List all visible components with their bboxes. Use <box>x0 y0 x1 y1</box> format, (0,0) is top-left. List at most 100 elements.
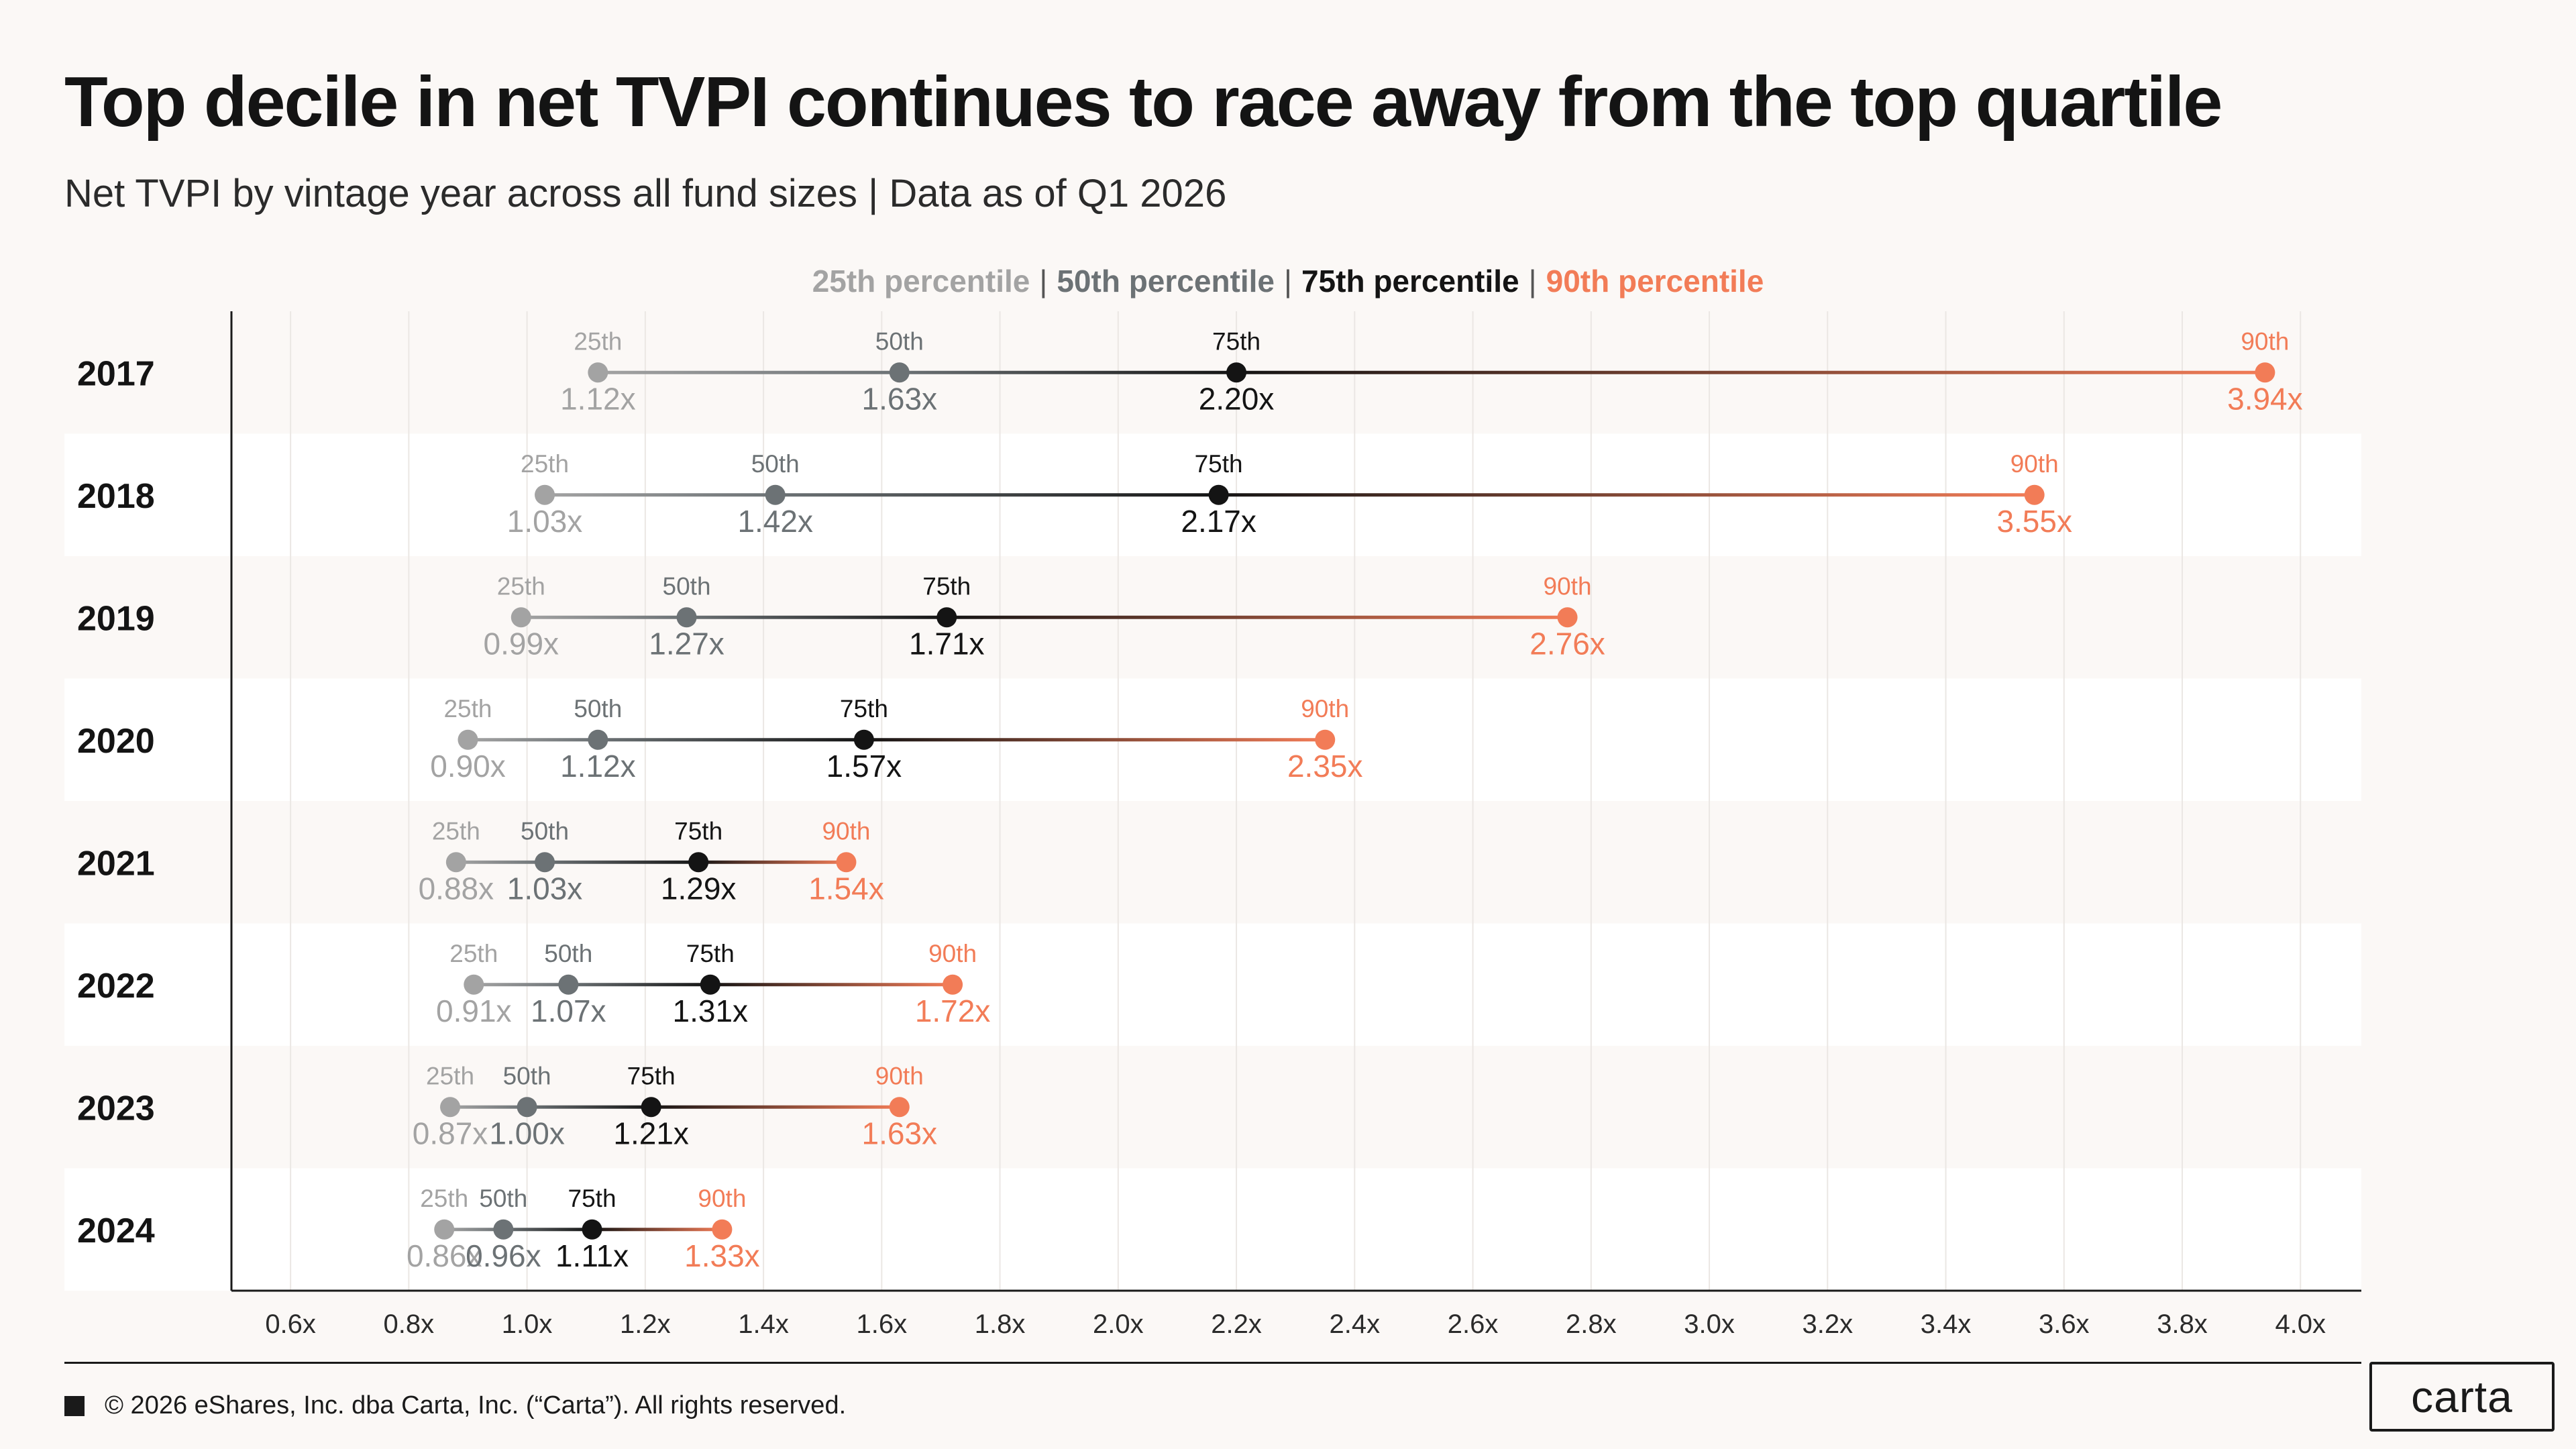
connector-line <box>592 1228 722 1232</box>
connector-line <box>450 1105 527 1109</box>
point-25th <box>434 1219 455 1240</box>
percentile-label: 75th <box>840 695 888 722</box>
chart-title: Top decile in net TVPI continues to race… <box>64 62 2222 142</box>
connector-line <box>468 738 598 742</box>
x-tick-label: 2.4x <box>1330 1309 1381 1339</box>
percentile-label: 90th <box>1301 695 1349 722</box>
x-tick-label: 0.6x <box>265 1309 316 1339</box>
point-75th <box>641 1097 661 1118</box>
value-label: 1.42x <box>737 504 813 539</box>
connector-line <box>444 1228 504 1232</box>
value-label: 2.35x <box>1287 749 1363 784</box>
percentile-label: 25th <box>521 450 569 478</box>
x-tick-label: 1.6x <box>857 1309 908 1339</box>
connector-line <box>545 860 699 864</box>
copyright-notice: © 2026 eShares, Inc. dba Carta, Inc. (“C… <box>64 1391 846 1420</box>
connector-line <box>598 370 900 374</box>
carta-logo: carta <box>2369 1362 2555 1432</box>
connector-line <box>568 983 710 987</box>
value-label: 1.33x <box>684 1238 760 1273</box>
percentile-label: 90th <box>875 1062 924 1089</box>
point-25th <box>535 484 555 505</box>
legend-item-90th: 90th percentile <box>1546 264 1764 299</box>
category-label: 2017 <box>77 354 155 393</box>
point-90th <box>1315 729 1336 750</box>
point-75th <box>700 974 720 995</box>
copyright-text: © 2026 eShares, Inc. dba Carta, Inc. (“C… <box>105 1391 847 1419</box>
value-label: 0.88x <box>419 871 494 906</box>
value-label: 1.12x <box>560 749 636 784</box>
value-label: 1.29x <box>661 871 737 906</box>
percentile-label: 90th <box>928 940 977 967</box>
legend-item-75th: 75th percentile <box>1301 264 1519 299</box>
legend-item-25th: 25th percentile <box>812 264 1030 299</box>
value-label: 0.99x <box>484 626 559 661</box>
point-75th <box>1208 484 1229 505</box>
x-tick-label: 1.2x <box>620 1309 671 1339</box>
category-label: 2024 <box>77 1212 155 1250</box>
connector-line <box>710 983 953 987</box>
percentile-label: 25th <box>432 817 480 845</box>
value-label: 1.63x <box>862 1116 938 1150</box>
percentile-label: 25th <box>426 1062 474 1089</box>
point-75th <box>936 607 957 628</box>
category-label: 2021 <box>77 844 155 883</box>
x-tick-label: 3.4x <box>1921 1309 1972 1339</box>
point-25th <box>445 852 466 873</box>
connector-line <box>1236 370 2265 374</box>
connector-line <box>527 1105 651 1109</box>
value-label: 2.20x <box>1199 381 1275 416</box>
point-25th <box>440 1097 461 1118</box>
value-label: 2.76x <box>1529 626 1605 661</box>
connector-line <box>686 615 947 619</box>
point-50th <box>517 1097 537 1118</box>
footer-divider <box>64 1362 2361 1364</box>
value-label: 1.54x <box>808 871 884 906</box>
connector-line <box>545 493 775 497</box>
connector-line <box>947 615 1568 619</box>
value-label: 1.00x <box>489 1116 565 1150</box>
category-label: 2019 <box>77 599 155 638</box>
point-90th <box>2024 484 2045 505</box>
percentile-label: 50th <box>751 450 800 478</box>
point-75th <box>1226 362 1247 383</box>
percentile-label: 50th <box>663 572 711 600</box>
percentile-label: 25th <box>449 940 498 967</box>
point-90th <box>1557 607 1578 628</box>
category-label: 2020 <box>77 722 155 761</box>
value-label: 1.31x <box>673 994 749 1028</box>
point-50th <box>676 607 697 628</box>
point-90th <box>712 1219 733 1240</box>
percentile-label: 75th <box>627 1062 676 1089</box>
percentile-label: 50th <box>503 1062 551 1089</box>
percentile-label: 50th <box>521 817 569 845</box>
point-50th <box>535 852 555 873</box>
connector-line <box>455 860 545 864</box>
point-50th <box>889 362 910 383</box>
point-25th <box>458 729 478 750</box>
percentile-label: 50th <box>544 940 592 967</box>
x-tick-label: 2.0x <box>1093 1309 1144 1339</box>
point-50th <box>493 1219 514 1240</box>
legend-separator: | <box>1284 264 1292 299</box>
value-label: 3.55x <box>1996 504 2072 539</box>
x-tick-label: 2.2x <box>1211 1309 1262 1339</box>
connector-line <box>775 493 1219 497</box>
category-label: 2018 <box>77 477 155 516</box>
x-tick-label: 2.6x <box>1448 1309 1499 1339</box>
legend-separator: | <box>1039 264 1048 299</box>
point-50th <box>765 484 786 505</box>
x-tick-label: 3.8x <box>2157 1309 2208 1339</box>
value-label: 1.03x <box>507 871 583 906</box>
x-tick-label: 3.6x <box>2039 1309 2090 1339</box>
x-tick-label: 1.8x <box>975 1309 1026 1339</box>
connector-line <box>598 738 864 742</box>
value-label: 2.17x <box>1181 504 1256 539</box>
percentile-label: 25th <box>443 695 492 722</box>
value-label: 1.12x <box>560 381 636 416</box>
x-tick-label: 0.8x <box>384 1309 435 1339</box>
percentile-label: 90th <box>2010 450 2059 478</box>
percentile-label: 90th <box>822 817 870 845</box>
x-tick-label: 3.0x <box>1684 1309 1735 1339</box>
